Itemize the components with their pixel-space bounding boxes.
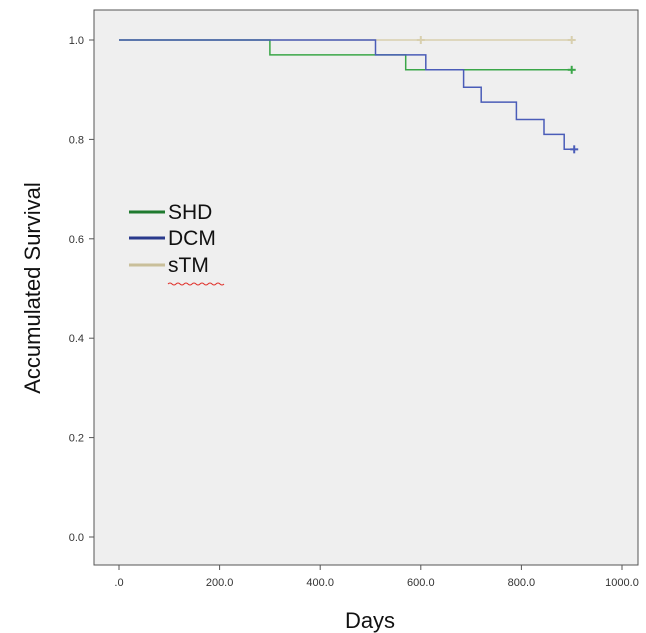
spellcheck-underline <box>167 282 225 286</box>
x-tick-label: 600.0 <box>407 577 435 589</box>
censor-mark-shd <box>567 65 576 74</box>
y-tick-label: 0.2 <box>69 433 84 445</box>
y-tick-label: 0.6 <box>69 234 84 246</box>
x-tick-label: 800.0 <box>508 577 536 589</box>
censor-mark-dcm <box>570 145 579 154</box>
x-tick-label: 1000.0 <box>605 577 639 589</box>
series-layer <box>119 36 579 154</box>
y-tick-label: 0.0 <box>69 532 84 544</box>
y-tick-label: 1.0 <box>69 35 84 47</box>
legend-label-shd: SHD <box>168 201 212 224</box>
censor-mark-stm <box>567 36 576 44</box>
y-tick-label: 0.8 <box>69 134 84 146</box>
series-line-dcm <box>119 39 575 151</box>
y-axis-title: Accumulated Survival <box>20 182 45 394</box>
legend-label-stm: sTM <box>168 254 209 277</box>
x-axis-title: Days <box>345 608 395 633</box>
censor-mark-stm <box>416 36 425 44</box>
x-tick-label: 400.0 <box>306 577 334 589</box>
x-ticks: .0 200.0 400.0 600.0 800.0 1000.0 <box>114 565 639 589</box>
y-ticks: 0.0 0.2 0.4 0.6 0.8 1.0 <box>69 35 94 544</box>
plot-background <box>93 9 639 566</box>
y-tick-label: 0.4 <box>69 333 84 345</box>
legend: SHD DCM sTM <box>129 201 225 286</box>
axis-lines <box>93 10 638 566</box>
x-tick-label: 200.0 <box>206 577 234 589</box>
x-tick-label: .0 <box>114 577 123 589</box>
legend-label-dcm: DCM <box>168 227 216 250</box>
